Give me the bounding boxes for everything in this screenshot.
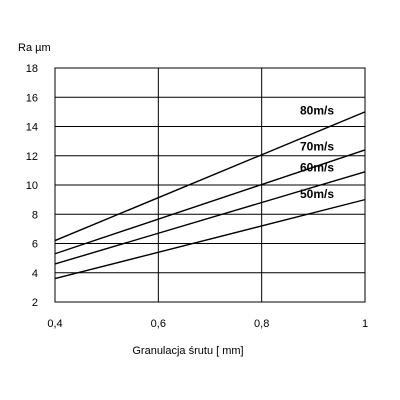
series-line-50m-s — [54, 198, 366, 280]
x-tick-label: 1 — [362, 318, 368, 330]
x-axis-title: Granulacja śrutu [ mm] — [132, 345, 243, 357]
series-label: 60m/s — [300, 161, 334, 175]
y-tick-label: 14 — [26, 122, 38, 134]
series-line-70m-s — [54, 149, 366, 255]
series-line-80m-s — [54, 111, 366, 242]
y-axis-title: Ra µm — [18, 42, 51, 54]
x-tick-label: 0,6 — [151, 318, 166, 330]
x-tick-label: 0,8 — [254, 318, 269, 330]
series-lines — [54, 111, 366, 280]
y-tick-label: 2 — [32, 297, 38, 309]
x-tick-labels: 0,4 0,6 0,8 1 — [47, 318, 368, 330]
y-tick-label: 12 — [26, 151, 38, 163]
series-line-60m-s — [54, 171, 366, 265]
y-tick-label: 16 — [26, 92, 38, 104]
y-tick-label: 6 — [32, 239, 38, 251]
x-tick-label: 0,4 — [47, 318, 62, 330]
series-label: 50m/s — [300, 187, 334, 201]
series-labels: 80m/s 70m/s 60m/s 50m/s — [300, 104, 334, 202]
y-tick-labels: 2 4 6 8 10 12 14 16 18 — [26, 63, 38, 309]
y-tick-label: 18 — [26, 63, 38, 75]
y-tick-label: 10 — [26, 180, 38, 192]
series-label: 80m/s — [300, 104, 334, 118]
plot-frame — [54, 67, 366, 303]
y-tick-label: 4 — [32, 268, 38, 280]
y-tick-label: 8 — [32, 209, 38, 221]
series-label: 70m/s — [300, 140, 334, 154]
